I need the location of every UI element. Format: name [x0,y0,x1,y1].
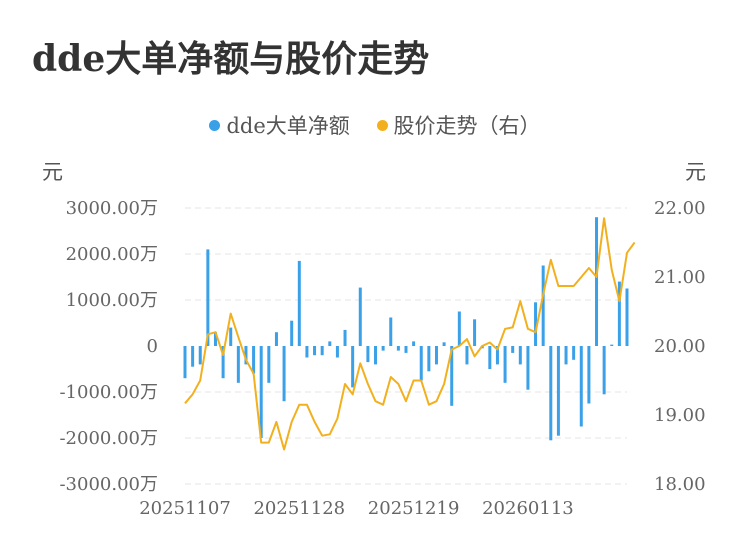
bar [488,346,492,369]
bar [221,346,225,379]
right-axis-unit: 元 [685,160,706,184]
bar [374,346,378,365]
legend-label-dde: dde大单净额 [226,114,350,138]
bar [366,346,370,363]
bar [541,265,545,346]
right-tick-label: 21.00 [654,267,706,288]
x-tick-label: 20251128 [253,498,345,519]
bar [602,346,606,395]
bar [290,320,294,346]
x-tick-label: 20251107 [139,498,231,519]
bar [313,346,317,356]
left-tick-label: 3000.00万 [66,198,158,219]
bar [473,319,477,346]
bar [244,346,248,365]
bar [610,344,614,346]
bar [320,346,324,356]
bar [259,346,263,438]
bar [526,346,530,390]
bar [274,332,278,346]
left-tick-label: -1000.00万 [59,382,158,403]
x-tick-label: 20260113 [482,498,574,519]
chart-title: dde大单净额与股价走势 [32,38,430,80]
bar [252,346,256,374]
bar [495,346,499,365]
bar [389,317,393,346]
left-tick-label: -3000.00万 [59,474,158,495]
bar [534,302,538,346]
bar [404,346,408,353]
bar [305,346,309,358]
bar [297,260,301,346]
bar [183,346,187,379]
bar [396,346,400,351]
right-tick-label: 19.00 [654,405,706,426]
legend-label-price: 股价走势（右） [393,114,541,138]
legend-item-price[interactable]: 股价走势（右） [376,110,541,140]
bar [213,332,217,346]
bar [381,346,385,351]
bar [419,346,423,381]
bar [358,287,362,346]
bar [427,346,431,372]
bar [198,346,202,365]
price-line [184,217,636,451]
bar [343,329,347,346]
left-tick-label: 0 [147,336,158,357]
bar [351,346,355,388]
bar [450,346,454,406]
bar [335,346,339,358]
legend-dot-price [376,119,388,131]
bar [511,346,515,353]
right-tick-label: 18.00 [654,474,706,495]
bar [236,346,240,383]
left-tick-label: -2000.00万 [59,428,158,449]
bar [617,281,621,346]
bar [434,346,438,365]
left-tick-label: 2000.00万 [66,244,158,265]
bar [457,311,461,346]
bar [442,342,446,346]
bar [282,346,286,402]
bar [229,327,233,346]
right-tick-label: 22.00 [654,198,706,219]
bar [465,346,469,365]
bar [564,346,568,365]
left-tick-label: 1000.00万 [66,290,158,311]
left-axis-unit: 元 [42,160,63,184]
x-tick-label: 20251219 [368,498,460,519]
bar [549,346,553,441]
legend: dde大单净额 股价走势（右） [0,110,750,140]
bar [595,217,599,346]
bar [518,346,522,365]
bar [328,341,332,346]
bar [503,346,507,383]
bar [625,288,629,346]
bar [556,346,560,436]
bar [587,346,591,404]
right-tick-label: 20.00 [654,336,706,357]
legend-item-dde[interactable]: dde大单净额 [209,110,350,140]
bar [191,346,195,367]
bar [579,346,583,427]
bar [412,341,416,346]
bar [206,249,210,346]
bar [572,346,576,360]
legend-dot-dde [209,119,221,131]
bar [267,346,271,383]
